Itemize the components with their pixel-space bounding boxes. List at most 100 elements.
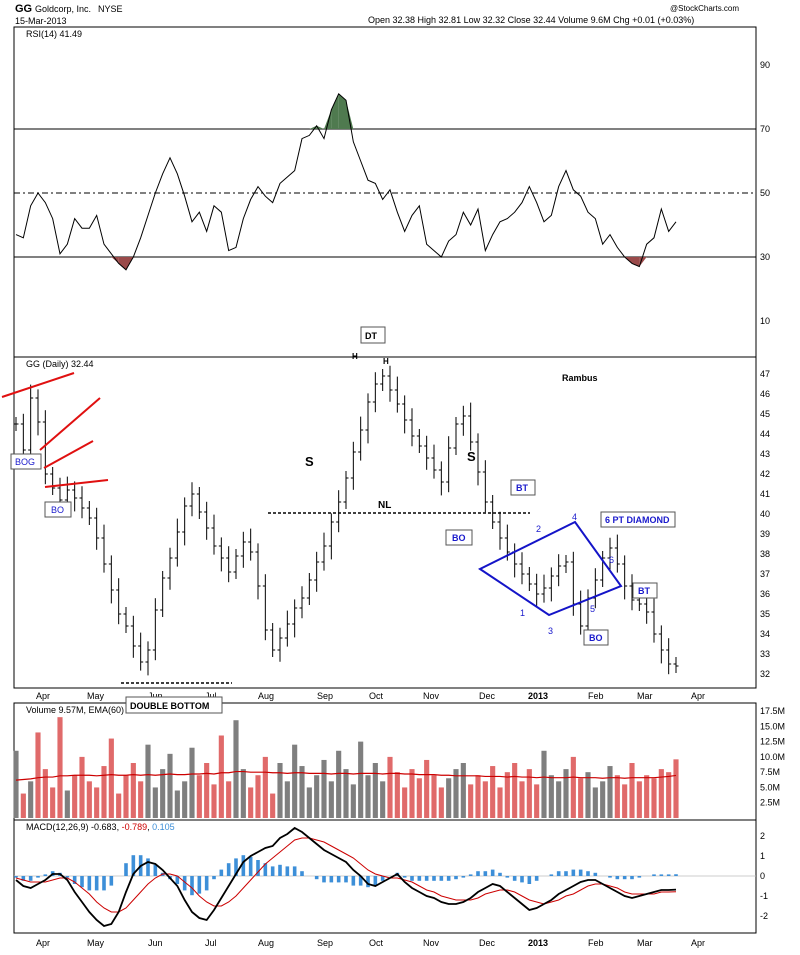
macd-histogram-bar <box>336 876 341 883</box>
volume-bar <box>138 781 144 818</box>
volume-bar <box>130 763 136 818</box>
macd-histogram-bar <box>219 869 224 876</box>
macd-histogram-bar <box>432 876 436 881</box>
volume-bar <box>321 759 327 818</box>
volume-bar <box>519 781 525 818</box>
volume-bar <box>446 778 452 818</box>
macd-histogram-bar <box>424 876 429 881</box>
bo3-callout <box>583 629 609 646</box>
volume-bar <box>328 781 334 818</box>
volume-bar <box>570 756 576 818</box>
x-axis-label: Aug <box>258 691 274 701</box>
dt-callout <box>360 326 386 344</box>
macd-histogram-bar <box>549 874 554 876</box>
volume-tick-label: 7.5M <box>760 767 780 777</box>
x-axis-label: 2013 <box>528 938 548 948</box>
macd-histogram-bar <box>358 876 363 886</box>
price-tick-label: 39 <box>760 529 770 539</box>
price-tick-label: 45 <box>760 409 770 419</box>
volume-bar <box>57 717 63 818</box>
macd-histogram-bar <box>28 876 33 881</box>
volume-bar <box>526 769 532 818</box>
x-axis-label: 2013 <box>528 691 548 701</box>
x-axis-label: Feb <box>588 691 604 701</box>
volume-bar <box>72 775 78 818</box>
macd-histogram-bar <box>571 869 576 876</box>
volume-bar <box>218 735 224 818</box>
volume-bar <box>343 769 349 818</box>
macd-histogram-bar <box>131 855 136 876</box>
volume-bar <box>409 769 415 818</box>
macd-histogram-bar <box>212 876 216 880</box>
volume-bar <box>614 775 620 818</box>
bo2-callout <box>445 529 473 546</box>
nl-text: NL <box>378 500 391 511</box>
macd-histogram-bar <box>483 871 488 876</box>
copyright-label: @StockCharts.com <box>670 4 739 13</box>
h2-text: H <box>383 357 389 366</box>
bt1-text: BT <box>516 483 528 493</box>
macd-histogram-bar <box>476 871 480 876</box>
macd-histogram-bar <box>578 869 583 876</box>
macd-label: MACD(12,26,9) -0.683, -0.789, 0.105 <box>26 822 175 832</box>
rsi-overbought-fill <box>324 109 332 129</box>
macd-histogram-bar <box>314 876 319 880</box>
trend-line-lower-b <box>44 479 109 488</box>
macd-histogram-bar <box>278 864 282 876</box>
volume-bar <box>306 787 312 818</box>
macd-histogram-bar <box>666 874 671 876</box>
x-axis-label: Oct <box>369 691 384 701</box>
volume-bar <box>402 787 408 818</box>
macd-histogram-bar <box>72 876 77 884</box>
macd-histogram-bar <box>270 866 275 876</box>
volume-bar <box>94 787 100 818</box>
macd-histogram-bar <box>292 866 297 876</box>
macd-histogram-bar <box>256 860 260 876</box>
volume-bar <box>196 775 202 818</box>
annotations: BOG BO DOUBLE BOTTOM NL S S H H DT Rambu… <box>1 326 676 714</box>
macd-histogram-bar <box>190 876 194 896</box>
x-axis-label: Jul <box>205 691 217 701</box>
macd-histogram-bar <box>630 876 634 880</box>
macd-histogram-bar <box>556 871 561 876</box>
macd-histogram-bar <box>652 874 656 876</box>
volume-bar <box>497 787 503 818</box>
volume-bar <box>226 781 232 818</box>
macd-histogram-bar <box>14 876 18 878</box>
macd-histogram-bar <box>637 876 642 878</box>
diamond-point-1: 1 <box>520 608 525 618</box>
symbol-label: GG <box>15 3 32 15</box>
volume-bar <box>350 784 356 818</box>
x-axis-label: Mar <box>637 938 653 948</box>
volume-bar <box>145 744 151 818</box>
macd-histogram-bar <box>534 876 539 881</box>
volume-bar <box>299 766 305 818</box>
volume-bar <box>240 769 246 818</box>
trend-line-lower-a <box>43 440 94 469</box>
x-axis-label: Sep <box>317 691 333 701</box>
volume-bar <box>50 787 56 818</box>
price-tick-label: 46 <box>760 389 770 399</box>
bog-callout <box>10 453 42 470</box>
volume-bar <box>255 775 261 818</box>
bo1-text: BO <box>51 505 64 515</box>
volume-bar <box>101 766 107 818</box>
diamond-text: 6 PT DIAMOND <box>605 515 670 525</box>
price-tick-label: 41 <box>760 489 770 499</box>
volume-tick-label: 15.0M <box>760 721 785 731</box>
macd-histogram-bar <box>373 876 378 886</box>
volume-bar <box>394 772 400 818</box>
volume-tick-label: 17.5M <box>760 706 785 716</box>
x-axis-label: Apr <box>36 938 50 948</box>
macd-histogram-bar <box>204 876 209 891</box>
bo1-callout <box>44 501 72 518</box>
volume-bar <box>86 781 92 818</box>
rsi-oversold-fill <box>118 257 126 270</box>
volume-bar <box>534 784 540 818</box>
macd-histogram-bar <box>329 876 334 883</box>
volume-bar <box>28 781 34 818</box>
x-axis-label: Nov <box>423 938 440 948</box>
volume-bar <box>585 772 591 818</box>
x-axis-label: May <box>87 938 105 948</box>
macd-tick-label: -2 <box>760 911 768 921</box>
